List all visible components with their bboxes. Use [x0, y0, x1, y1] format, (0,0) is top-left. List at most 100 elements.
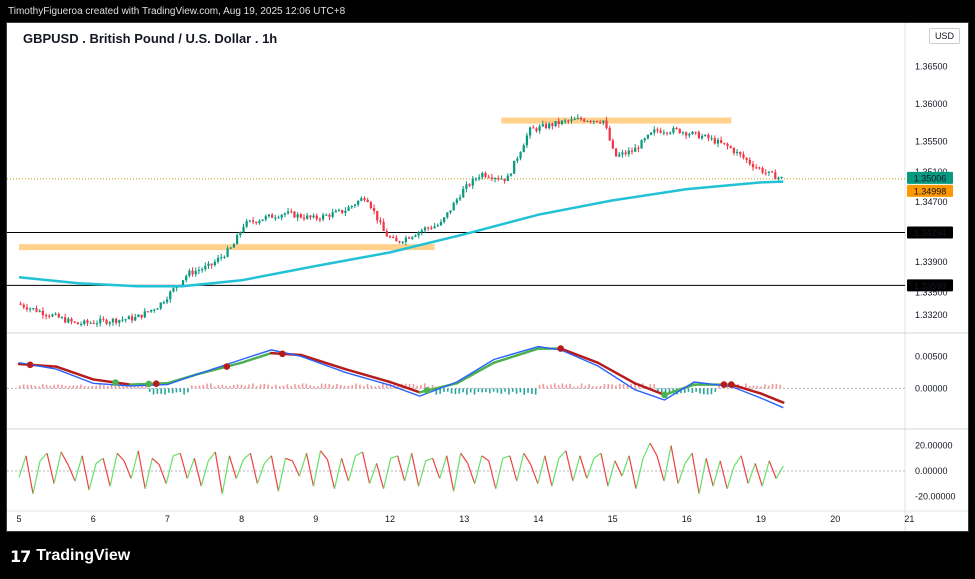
momentum-histogram-bar — [550, 384, 552, 389]
candle-body — [363, 198, 366, 201]
oscillator-segment — [516, 453, 525, 482]
momentum-histogram-bar — [343, 385, 346, 389]
oscillator-segment — [298, 453, 308, 477]
oscillator-segment — [474, 455, 483, 484]
chart-canvas[interactable]: 1.36500 1.36000 1.35500 1.35100 1.34700 1.339… — [7, 23, 968, 531]
oscillator-segment — [221, 455, 230, 494]
momentum-histogram-bar — [301, 383, 304, 389]
price-axis-label-box — [907, 279, 953, 292]
tradingview-logo[interactable]: 17 TradingView — [10, 545, 130, 567]
price-axis-label-box — [907, 184, 953, 197]
author-caption: TimothyFigueroa created with TradingView… — [8, 6, 346, 17]
momentum-histogram-bar — [511, 388, 514, 392]
momentum-histogram-bar — [168, 388, 170, 393]
momentum-histogram-bar — [141, 384, 143, 389]
candle-body — [694, 131, 697, 133]
momentum-histogram-bar — [278, 386, 281, 389]
oscillator-segment — [677, 463, 686, 484]
momentum-histogram-bar — [584, 385, 587, 389]
candle-body — [777, 177, 780, 180]
momentum-histogram-bar — [683, 388, 686, 393]
momentum-histogram-bar — [626, 385, 629, 389]
momentum-histogram-bar — [771, 383, 774, 389]
oscillator-segment — [502, 455, 511, 459]
oscillator-segment — [130, 450, 139, 479]
momentum-histogram-bar — [382, 383, 384, 389]
candle-body — [732, 148, 736, 153]
momentum-histogram-bar — [630, 383, 633, 389]
candle-body — [401, 241, 404, 243]
momentum-histogram-bar — [259, 384, 262, 389]
momentum-histogram-bar — [599, 385, 602, 389]
momentum-histogram-bar — [779, 384, 782, 389]
momentum-histogram-bar — [691, 388, 694, 393]
momentum-histogram-bar — [103, 385, 105, 389]
oscillator-segment — [18, 455, 27, 478]
price-axis-label: 1.35006 — [914, 173, 947, 183]
candle-body — [22, 304, 25, 308]
candle-body — [513, 160, 516, 174]
price-tick-label: 1.36500 — [915, 61, 948, 71]
momentum-signal-dot — [112, 379, 119, 386]
momentum-histogram-bar — [45, 384, 48, 389]
candle-body — [159, 302, 162, 309]
moving-average-line — [18, 180, 784, 288]
momentum-histogram-bar — [221, 384, 224, 389]
momentum-histogram-bar — [263, 383, 266, 389]
momentum-histogram-bar — [324, 383, 327, 389]
momentum-histogram-bar — [576, 386, 579, 389]
candle-body — [315, 215, 318, 219]
momentum-histogram-bar — [317, 386, 319, 389]
candle-body — [716, 139, 720, 144]
momentum-histogram-bar — [764, 384, 766, 389]
momentum-signal-dot — [661, 391, 668, 399]
candle-body — [675, 127, 678, 129]
currency-selector[interactable]: USD — [928, 28, 960, 44]
oscillator-segment — [600, 453, 609, 487]
candle-body — [634, 147, 637, 152]
candle-body — [672, 127, 675, 133]
candle-body — [79, 324, 83, 326]
momentum-histogram-bar — [106, 385, 109, 389]
candle-body — [595, 120, 599, 123]
momentum-signal-dot — [728, 381, 735, 388]
oscillator-segment — [173, 452, 181, 457]
candle-body — [328, 214, 331, 217]
momentum-histogram-bar — [611, 384, 613, 389]
candle-body — [493, 178, 497, 180]
candle-body — [691, 131, 694, 135]
candle-body — [649, 132, 653, 135]
candle-body — [570, 119, 573, 121]
candle-body — [436, 225, 439, 227]
oscillator-segment — [558, 450, 567, 459]
oscillator-segment — [754, 463, 763, 487]
candle-body — [318, 218, 322, 220]
momentum-histogram-bar — [76, 385, 78, 389]
momentum-histogram-bar — [748, 386, 751, 389]
candle-body — [83, 320, 86, 325]
momentum-signal-dot — [557, 345, 564, 352]
candle-body — [290, 211, 293, 213]
momentum-histogram-bar — [229, 386, 231, 389]
candle-body — [312, 215, 315, 218]
oscillator-segment — [572, 455, 581, 482]
time-tick-label: 12 — [385, 514, 395, 524]
oscillator-segment — [712, 460, 721, 487]
momentum-histogram-bar — [615, 385, 617, 389]
candle-body — [576, 117, 579, 120]
candle-body — [481, 173, 484, 178]
oscillator-segment — [614, 460, 623, 477]
oscillator-segment — [144, 458, 153, 489]
oscillator-segment — [467, 463, 476, 484]
momentum-histogram-bar — [653, 384, 655, 389]
momentum-histogram-bar — [125, 384, 128, 389]
momentum-histogram-bar — [760, 386, 762, 389]
candle-body — [522, 145, 525, 153]
oscillator-segment — [726, 465, 735, 489]
oscillator-segment — [698, 458, 707, 494]
oscillator-segment — [649, 442, 658, 457]
candle-body — [41, 310, 44, 316]
momentum-histogram-bar — [458, 388, 461, 394]
momentum-histogram-bar — [603, 384, 606, 389]
chart-area[interactable]: 1.36500 1.36000 1.35500 1.35100 1.34700 1.339… — [6, 22, 969, 532]
